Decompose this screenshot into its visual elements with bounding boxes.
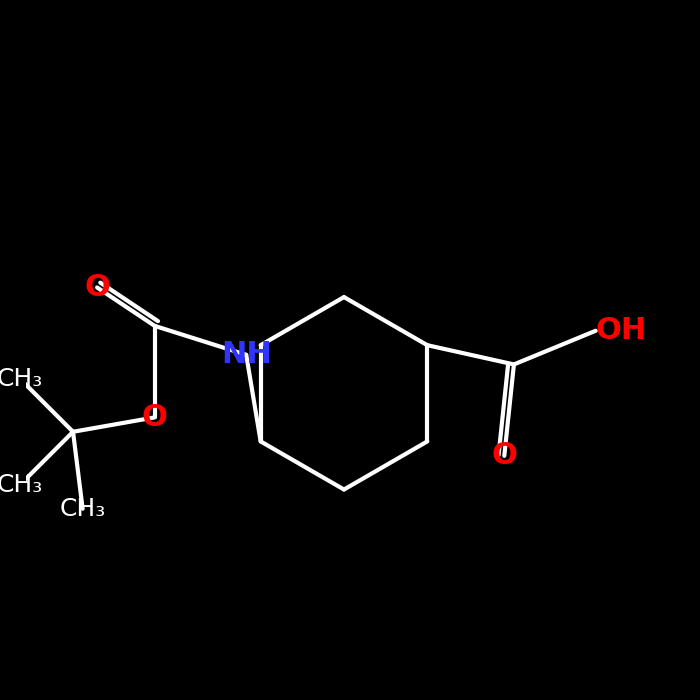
Text: O: O — [142, 403, 168, 432]
Text: CH₃: CH₃ — [60, 497, 106, 521]
Text: OH: OH — [596, 316, 647, 345]
Text: NH: NH — [220, 340, 272, 370]
Text: CH₃: CH₃ — [0, 473, 43, 497]
Text: CH₃: CH₃ — [0, 367, 43, 391]
Text: O: O — [491, 441, 517, 470]
Text: O: O — [84, 273, 110, 302]
